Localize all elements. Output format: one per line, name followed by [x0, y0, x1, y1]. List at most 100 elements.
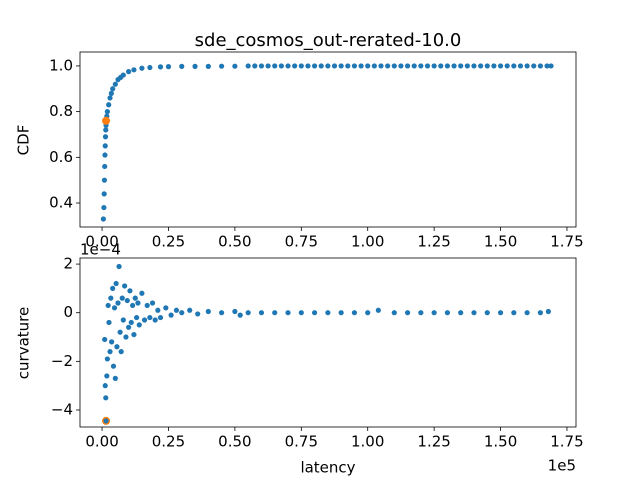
- point: [102, 336, 108, 343]
- point: [110, 86, 116, 92]
- point: [365, 63, 371, 69]
- point: [458, 310, 464, 316]
- point: [311, 310, 318, 316]
- point: [338, 310, 344, 316]
- point: [106, 319, 112, 326]
- point: [139, 65, 145, 71]
- point: [195, 311, 201, 317]
- point: [491, 63, 497, 69]
- point: [109, 339, 115, 345]
- point: [391, 310, 397, 316]
- point: [110, 285, 116, 291]
- point: [173, 307, 180, 313]
- point: [102, 152, 108, 158]
- point: [345, 63, 351, 69]
- point: [104, 109, 110, 115]
- point: [548, 63, 554, 69]
- point: [245, 310, 251, 316]
- x-tick-label: 0.00: [85, 233, 118, 251]
- point: [112, 81, 118, 87]
- point: [117, 329, 123, 335]
- point: [252, 63, 258, 69]
- point: [122, 283, 128, 289]
- point: [107, 349, 113, 355]
- point: [391, 63, 397, 69]
- point: [338, 63, 344, 69]
- point: [103, 127, 109, 133]
- point: [265, 63, 271, 69]
- x-tick-label: 1.75: [550, 433, 583, 451]
- point: [331, 63, 338, 69]
- point: [155, 307, 161, 313]
- point: [130, 302, 136, 309]
- point: [375, 307, 381, 313]
- x-tick-label: 0.25: [152, 433, 185, 451]
- point: [219, 63, 225, 69]
- point: [168, 312, 174, 318]
- y-tick-label: 1.0: [49, 56, 73, 74]
- point: [278, 63, 284, 69]
- point: [471, 310, 477, 316]
- point: [128, 319, 134, 326]
- point: [126, 69, 132, 75]
- point: [537, 63, 544, 69]
- point: [245, 63, 251, 69]
- point: [444, 63, 451, 69]
- point: [484, 310, 490, 316]
- point: [524, 63, 530, 69]
- point: [444, 310, 451, 316]
- point: [431, 63, 437, 69]
- point: [120, 317, 126, 323]
- x-tick-label: 1.75: [550, 233, 583, 251]
- point: [272, 63, 278, 69]
- point: [149, 300, 156, 306]
- point: [292, 63, 298, 69]
- point: [232, 308, 238, 315]
- point: [119, 295, 125, 301]
- x-tick-label: 1.25: [417, 233, 450, 251]
- point: [107, 95, 113, 101]
- point: [108, 295, 114, 301]
- point: [219, 310, 225, 316]
- point: [112, 375, 118, 381]
- x-tick-label: 0.00: [85, 433, 118, 451]
- point: [272, 310, 278, 316]
- chart-title: sde_cosmos_out-rerated-10.0: [195, 30, 462, 51]
- point: [517, 63, 524, 69]
- point: [404, 63, 411, 69]
- y-tick-label: 0.6: [49, 148, 73, 166]
- point: [144, 302, 150, 309]
- point: [163, 305, 169, 311]
- point: [192, 63, 198, 69]
- point: [497, 310, 504, 316]
- point: [102, 143, 108, 149]
- y-tick-label: 0: [63, 303, 73, 321]
- x-tick-label: 1.00: [351, 433, 384, 451]
- point: [511, 63, 517, 69]
- point: [411, 63, 417, 69]
- point: [136, 322, 142, 328]
- point: [102, 383, 108, 389]
- point: [504, 63, 510, 69]
- point: [141, 317, 148, 323]
- point: [110, 363, 117, 369]
- point: [365, 310, 371, 316]
- x-tick-label: 1.50: [484, 233, 517, 251]
- point: [404, 310, 411, 316]
- point: [237, 312, 243, 318]
- point: [113, 280, 119, 287]
- point: [285, 63, 291, 69]
- point: [378, 63, 384, 69]
- point: [179, 310, 185, 316]
- point: [524, 310, 530, 316]
- x-tick-label: 0.25: [152, 233, 185, 251]
- point: [115, 300, 121, 306]
- point: [351, 63, 358, 69]
- y-axis-label: curvature: [15, 307, 33, 379]
- point: [531, 63, 537, 69]
- y-axis-label: CDF: [15, 125, 33, 156]
- point: [116, 263, 122, 270]
- point: [385, 63, 391, 69]
- point: [418, 63, 424, 69]
- point: [179, 63, 185, 69]
